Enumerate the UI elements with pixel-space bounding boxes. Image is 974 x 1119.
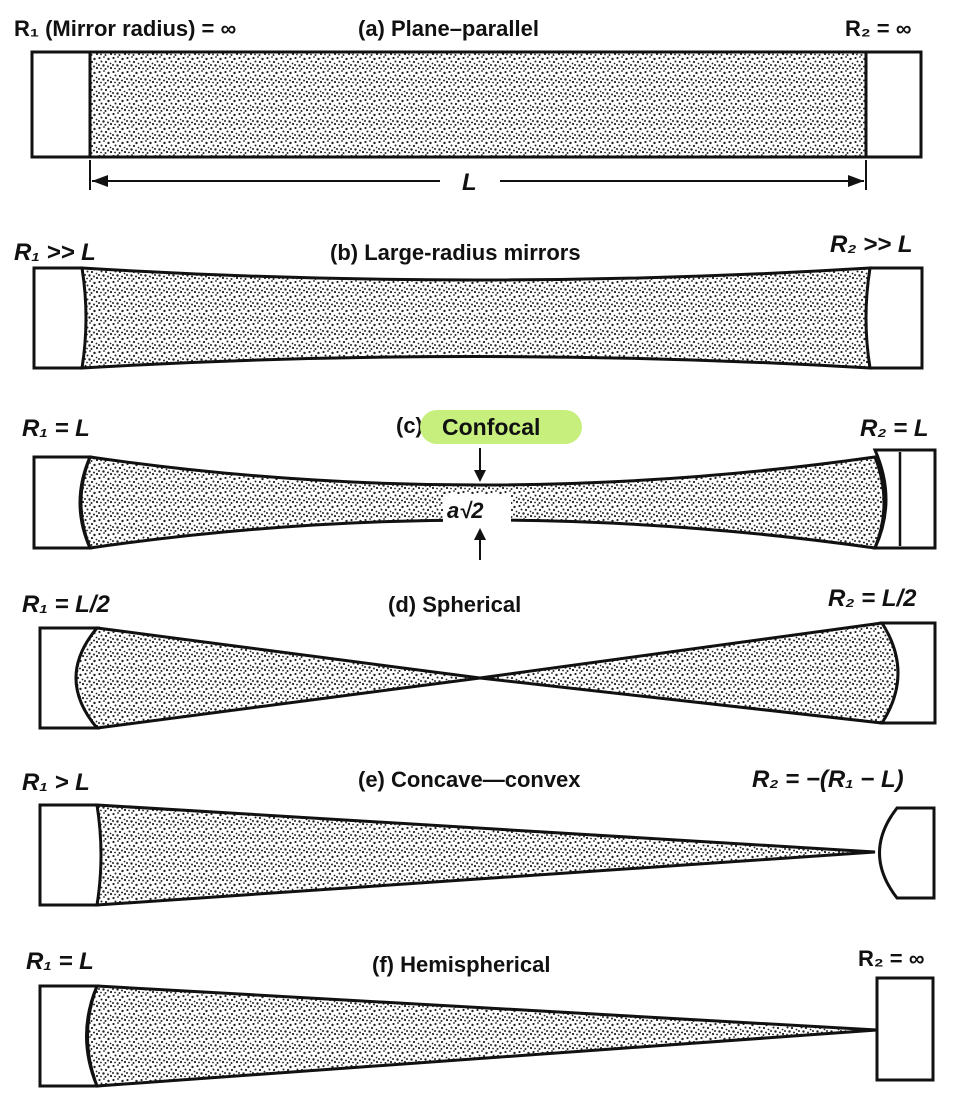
panel-a-right-mirror: [864, 50, 923, 159]
panel-a-left-label: R₁ (Mirror radius) = ∞: [14, 16, 236, 41]
panel-e-right-label: R₂ = −(R₁ − L): [752, 766, 904, 793]
panel-e-left-mirror: [38, 803, 103, 907]
panel-a-beam: [88, 50, 868, 159]
panel-a-plane-parallel: R₁ (Mirror radius) = ∞ (a) Plane–paralle…: [14, 16, 923, 196]
panel-b-beam: [80, 266, 872, 370]
panel-f-right-label: R₂ = ∞: [858, 946, 924, 971]
panel-e-beam: [95, 803, 876, 907]
panel-f-left-label: R₁ = L: [26, 948, 94, 975]
panel-c-waist-label-bg: [443, 494, 511, 524]
panel-f-right-mirror: [875, 976, 935, 1082]
panel-a-title: (a) Plane–parallel: [358, 16, 539, 41]
panel-c-right-label: R₂ = L: [860, 415, 929, 442]
panel-c-right-mirror: [872, 448, 937, 550]
panel-c-title-prefix: (c): [396, 413, 423, 438]
panel-f-left-mirror: [38, 984, 100, 1088]
panel-c-waist-label: a√2: [447, 498, 484, 523]
panel-d-right-label: R₂ = L/2: [828, 585, 917, 612]
panel-b-left-mirror: [32, 266, 88, 370]
panel-e-right-mirror: [878, 806, 936, 900]
panel-a-length-label: L: [462, 169, 477, 196]
panel-f-beam: [86, 984, 878, 1088]
panel-e-left-label: R₁ > L: [22, 769, 90, 796]
panel-e-concave-convex: R₁ > L (e) Concave—convex R₂ = −(R₁ − L): [22, 766, 936, 907]
panel-f-title: (f) Hemispherical: [372, 952, 551, 977]
panel-d-left-label: R₁ = L/2: [22, 591, 110, 618]
panel-d-left-mirror: [38, 626, 101, 730]
panel-d-right-mirror: [879, 621, 937, 725]
panel-b-right-mirror: [864, 266, 924, 370]
panel-a-right-label: R₂ = ∞: [845, 16, 911, 41]
panel-d-spherical: R₁ = L/2 (d) Spherical R₂ = L/2: [22, 585, 937, 730]
panel-a-left-mirror: [30, 50, 92, 159]
panel-d-left-beam-cone: [72, 626, 481, 730]
panel-d-title: (d) Spherical: [388, 592, 521, 617]
panel-a-length-dimension: [89, 160, 867, 190]
panel-c-waist-arrows: [474, 448, 486, 560]
panel-c-left-mirror: [32, 455, 93, 550]
panel-f-hemispherical: R₁ = L (f) Hemispherical R₂ = ∞: [26, 946, 935, 1088]
panel-b-large-radius: R₁ >> L (b) Large-radius mirrors R₂ >> L: [14, 231, 924, 370]
panel-b-right-label: R₂ >> L: [830, 231, 913, 258]
panel-b-title: (b) Large-radius mirrors: [330, 240, 581, 265]
panel-e-title: (e) Concave—convex: [358, 767, 581, 792]
panel-c-title: Confocal: [442, 414, 540, 440]
panel-b-left-label: R₁ >> L: [14, 239, 96, 266]
panel-c-confocal: R₁ = L (c) Confocal R₂ = L a√2: [22, 410, 937, 560]
panel-c-left-label: R₁ = L: [22, 415, 90, 442]
panel-c-title-highlight: [420, 410, 582, 444]
panel-d-right-beam-cone: [479, 621, 902, 725]
